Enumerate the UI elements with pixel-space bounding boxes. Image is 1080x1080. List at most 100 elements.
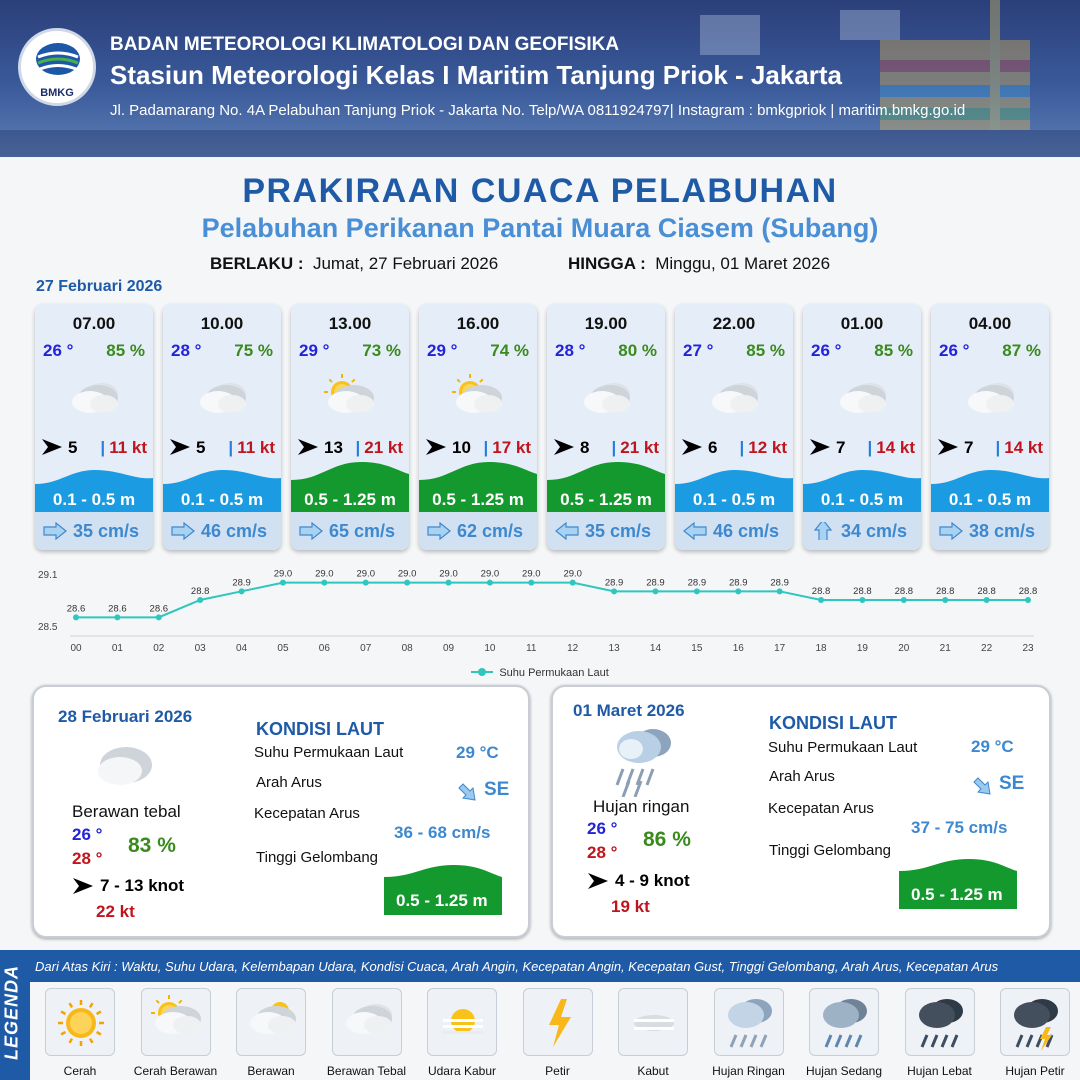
hourly-card: 07.00 26 ° 85 % 5 | 11 kt 0.1 - 0.5 m 35 … bbox=[35, 304, 153, 550]
sst-point bbox=[279, 579, 286, 586]
card-humidity: 87 % bbox=[1002, 341, 1041, 360]
y-tick-label: 28.5 bbox=[38, 622, 58, 633]
sst-point bbox=[486, 579, 493, 586]
card-current: 35 cm/s bbox=[35, 512, 153, 550]
wind-arrow-icon bbox=[298, 439, 318, 455]
sst-point bbox=[900, 597, 907, 603]
card-gust: | 14 kt bbox=[867, 438, 915, 457]
card-gust-value: 21 kt bbox=[364, 438, 403, 457]
legend-label: Kabut bbox=[637, 1064, 669, 1078]
card-wave-height: 0.1 - 0.5 m bbox=[692, 490, 776, 509]
card-gust-value: 21 kt bbox=[620, 438, 659, 457]
card-current: 35 cm/s bbox=[547, 512, 665, 550]
legend-hujan-sedang bbox=[809, 988, 879, 1056]
card-time: 16.00 bbox=[456, 314, 500, 333]
sst-value: 29 °C bbox=[971, 737, 1014, 756]
sst-data-label: 28.6 bbox=[150, 603, 169, 614]
sea-surface-temp-chart: 29.1 28.5 28.6 00 28.6 01 28.6 02 28.8 03 28.9 04 29… bbox=[38, 569, 1037, 654]
card-wind-speed: 7 bbox=[836, 438, 846, 457]
card-gust: | 12 kt bbox=[739, 438, 787, 457]
sst-data-label: 29.0 bbox=[522, 569, 541, 580]
x-tick-label: 04 bbox=[236, 643, 248, 654]
current-arrow-icon bbox=[939, 522, 963, 540]
sst-data-label: 28.9 bbox=[729, 577, 748, 588]
station-address: Jl. Padamarang No. 4A Pelabuhan Tanjung … bbox=[110, 102, 966, 119]
x-tick-label: 16 bbox=[733, 643, 745, 654]
card-wave-height: 0.1 - 0.5 m bbox=[820, 490, 904, 509]
kabut-icon bbox=[634, 1015, 674, 1031]
hourly-card: 16.00 29 ° 74 % 10 | 17 kt 0.5 - 1.25 m 6… bbox=[419, 304, 537, 550]
cerah-berawan-icon bbox=[150, 995, 201, 1034]
current-speed-label: Kecepatan Arus bbox=[768, 800, 874, 817]
card-wind-speed: 10 bbox=[452, 438, 471, 457]
card-air-temp: 27 ° bbox=[683, 341, 714, 360]
berawan-icon bbox=[250, 1002, 296, 1034]
x-tick-label: 20 bbox=[898, 643, 910, 654]
card-air-temp: 29 ° bbox=[427, 341, 458, 360]
wind-arrow-icon bbox=[42, 439, 62, 455]
card-wind-speed: 8 bbox=[580, 438, 590, 457]
sst-point bbox=[818, 597, 825, 603]
current-dir-label: Arah Arus bbox=[769, 768, 835, 785]
x-tick-label: 08 bbox=[402, 643, 414, 654]
sst-data-label: 28.8 bbox=[977, 586, 996, 597]
wind-arrow-icon bbox=[170, 439, 190, 455]
sst-point bbox=[155, 614, 162, 621]
card-wind: 5 bbox=[41, 438, 77, 458]
card-current: 46 cm/s bbox=[675, 512, 793, 550]
sst-data-label: 28.6 bbox=[108, 603, 127, 614]
card-current-speed: 35 cm/s bbox=[73, 521, 140, 541]
x-tick-label: 19 bbox=[857, 643, 869, 654]
card-air-temp: 28 ° bbox=[171, 341, 202, 360]
card-gust-value: 12 kt bbox=[748, 438, 787, 457]
card-current: 62 cm/s bbox=[419, 512, 537, 550]
card-wind-speed: 5 bbox=[68, 438, 78, 457]
hourly-card: 10.00 28 ° 75 % 5 | 11 kt 0.1 - 0.5 m 46 … bbox=[163, 304, 281, 550]
wave-height-value: 0.5 - 1.25 m bbox=[911, 885, 1003, 904]
sst-point bbox=[735, 588, 742, 595]
sst-point bbox=[652, 588, 659, 595]
day-wind: 4 - 9 knot bbox=[615, 871, 690, 890]
card-current-speed: 38 cm/s bbox=[969, 521, 1036, 541]
card-humidity: 85 % bbox=[106, 341, 145, 360]
day-panel-2: 01 Maret 2026 Hujan ringan 26 ° 28 ° 86 … bbox=[551, 685, 1051, 938]
sea-condition-title: KONDISI LAUT bbox=[769, 713, 897, 733]
wave-indicator bbox=[163, 470, 281, 512]
legend-label: Berawan Tebal bbox=[326, 1064, 407, 1078]
sst-data-label: 29.0 bbox=[439, 569, 458, 580]
card-current: 46 cm/s bbox=[163, 512, 281, 550]
card-wave-height: 0.5 - 1.25 m bbox=[560, 490, 652, 509]
hourly-card: 04.00 26 ° 87 % 7 | 14 kt 0.1 - 0.5 m 38 … bbox=[931, 304, 1049, 550]
card-gust-value: 11 kt bbox=[237, 438, 275, 457]
sst-data-label: 29.0 bbox=[481, 569, 500, 580]
day-temp-min: 26 ° bbox=[72, 825, 103, 844]
card-time: 10.00 bbox=[200, 314, 244, 333]
agency-name: BADAN METEOROLOGI KLIMATOLOGI DAN GEOFIS… bbox=[110, 34, 620, 55]
sst-point bbox=[197, 597, 204, 603]
card-wind: 7 bbox=[937, 438, 973, 458]
x-tick-label: 07 bbox=[360, 643, 372, 654]
current-arrow-icon bbox=[427, 522, 451, 540]
legend-description-bar: Dari Atas Kiri : Waktu, Suhu Udara, Kele… bbox=[30, 950, 1080, 982]
x-tick-label: 23 bbox=[1022, 643, 1034, 654]
card-wind-speed: 6 bbox=[708, 438, 718, 457]
card-humidity: 74 % bbox=[490, 341, 529, 360]
berawan-tebal-icon bbox=[712, 383, 758, 413]
hujan-sedang-icon bbox=[823, 999, 867, 1048]
current-arrow-icon bbox=[458, 783, 476, 801]
card-current-speed: 34 cm/s bbox=[841, 521, 908, 541]
x-tick-label: 01 bbox=[112, 643, 124, 654]
card-wind-speed: 5 bbox=[196, 438, 206, 457]
x-tick-label: 09 bbox=[443, 643, 455, 654]
page-title: PRAKIRAAN CUACA PELABUHAN bbox=[242, 172, 838, 210]
card-wave-height: 0.1 - 0.5 m bbox=[180, 490, 264, 509]
card-current-speed: 35 cm/s bbox=[585, 521, 652, 541]
day-gust: 22 kt bbox=[96, 902, 135, 921]
legend-cerah-berawan bbox=[140, 988, 211, 1056]
bmkg-logo: BMKG bbox=[18, 28, 96, 106]
sst-data-label: 28.8 bbox=[191, 586, 210, 597]
day-date: 28 Februari 2026 bbox=[58, 707, 193, 726]
wind-arrow-icon bbox=[73, 878, 93, 894]
cerah-icon bbox=[58, 1000, 104, 1046]
card-humidity: 85 % bbox=[874, 341, 913, 360]
